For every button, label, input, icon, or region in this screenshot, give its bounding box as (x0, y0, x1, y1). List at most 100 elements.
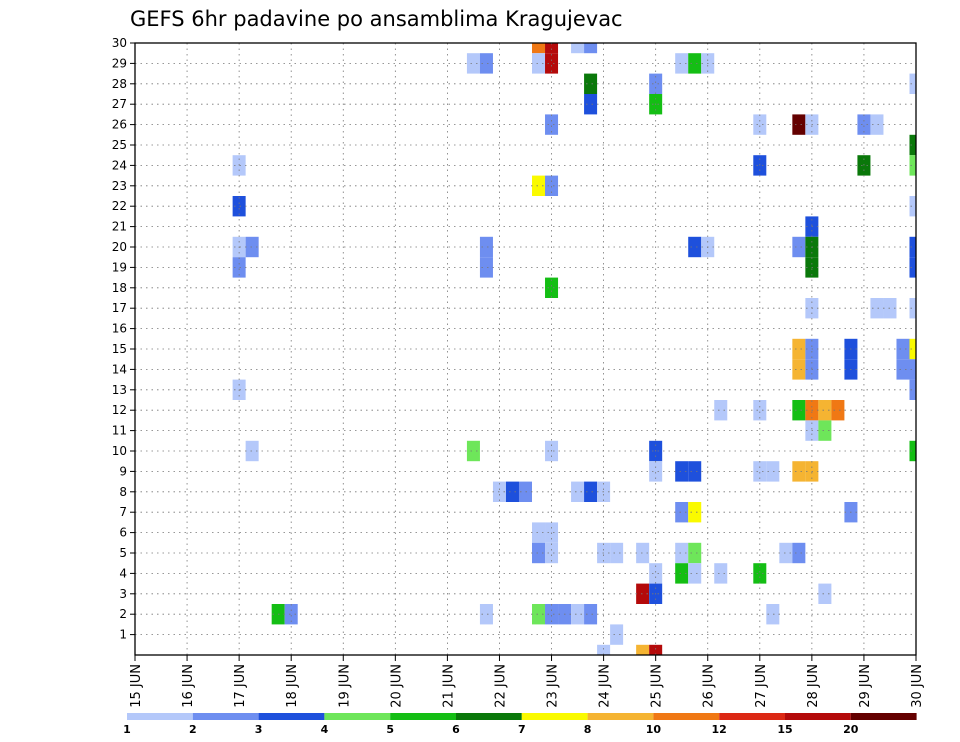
precip-cell (532, 175, 546, 196)
y-tick-label: 16 (112, 322, 127, 336)
x-tick-label: 19 JUN (337, 664, 352, 708)
precip-cell (675, 53, 689, 74)
precip-cell (636, 644, 650, 655)
x-tick-label: 23 JUN (546, 664, 561, 708)
y-tick-label: 11 (112, 424, 127, 438)
precip-cell (571, 43, 585, 54)
y-tick-label: 8 (119, 485, 127, 499)
y-tick-label: 19 (112, 260, 127, 274)
precip-cell (649, 563, 663, 584)
precip-cell (909, 155, 916, 176)
precip-cell (545, 43, 559, 54)
precip-cell (284, 604, 298, 625)
y-tick-label: 4 (119, 566, 127, 580)
legend-label: 12 (712, 723, 727, 736)
precip-cell (610, 624, 624, 645)
precip-cell (571, 481, 585, 502)
precip-cell (232, 257, 246, 278)
precip-cell (896, 359, 910, 380)
y-tick-label: 22 (112, 199, 127, 213)
precip-cell (909, 134, 916, 156)
legend-swatch (521, 713, 588, 720)
x-tick-label: 25 JUN (650, 664, 665, 708)
precip-cell (532, 522, 546, 543)
x-tick-label: 29 JUN (858, 664, 873, 708)
precip-cell (792, 114, 806, 135)
precip-cell (571, 604, 585, 625)
y-tick-label: 15 (112, 342, 127, 356)
precip-cell (584, 43, 598, 54)
precip-cell (753, 461, 767, 482)
y-tick-label: 18 (112, 281, 127, 295)
x-tick-label: 17 JUN (233, 664, 248, 708)
precip-cell (675, 461, 689, 482)
y-axis: 1234567891011121314151617181920212223242… (112, 36, 135, 642)
y-tick-label: 27 (112, 97, 127, 111)
precip-cell (909, 440, 916, 462)
x-tick-label: 20 JUN (389, 664, 404, 708)
x-tick-label: 27 JUN (754, 664, 769, 708)
precip-cell (649, 461, 663, 482)
precip-cell (753, 563, 767, 584)
precip-cell (870, 298, 884, 319)
precip-cell (792, 461, 806, 482)
x-tick-label: 21 JUN (441, 664, 456, 708)
y-tick-label: 20 (112, 240, 127, 254)
legend-label: 3 (255, 723, 263, 736)
precip-cell (479, 53, 493, 74)
precip-cell (818, 420, 832, 441)
y-tick-label: 23 (112, 179, 127, 193)
y-tick-label: 9 (119, 464, 127, 478)
y-tick-label: 29 (112, 56, 127, 70)
precip-cell (909, 257, 916, 278)
legend-label: 6 (452, 723, 460, 736)
precip-cell (649, 73, 663, 94)
x-tick-label: 30 JUN (910, 664, 925, 708)
precip-cell (909, 73, 916, 94)
x-axis: 15 JUN 16 JUN 17 JUN 18 JUN 19 JUN 20 JUN 21 J… (129, 655, 925, 708)
precip-cell (479, 236, 493, 258)
legend-swatch (653, 713, 720, 720)
precip-cell (792, 338, 806, 360)
y-tick-label: 3 (119, 587, 127, 601)
precip-cell (688, 542, 702, 564)
precip-cell (909, 298, 916, 319)
precip-cell (766, 604, 780, 625)
precip-cell (584, 73, 598, 94)
y-tick-label: 1 (119, 628, 127, 642)
x-tick-label: 15 JUN (129, 664, 144, 708)
precip-cell (753, 114, 767, 135)
precip-cell (584, 481, 598, 502)
precip-cell (545, 175, 559, 196)
precip-cell (714, 400, 728, 421)
precip-cell (818, 400, 832, 421)
legend-swatch (785, 713, 851, 720)
precip-cell (584, 94, 598, 115)
precip-cell (232, 196, 246, 217)
legend-label: 8 (584, 723, 592, 736)
y-tick-label: 26 (112, 118, 127, 132)
precip-cell (909, 236, 916, 258)
legend-label: 5 (386, 723, 394, 736)
x-tick-label: 24 JUN (598, 664, 613, 708)
precip-cell (532, 43, 546, 54)
precip-cell (753, 400, 767, 421)
precip-cell (688, 461, 702, 482)
legend-label: 7 (518, 723, 526, 736)
y-tick-label: 30 (112, 36, 127, 50)
precip-cell (479, 257, 493, 278)
grid-lines (135, 43, 916, 655)
heatmap-cells (232, 43, 916, 655)
y-tick-label: 14 (112, 362, 127, 376)
precip-cell (466, 440, 480, 462)
precip-cell (245, 440, 259, 462)
y-tick-label: 24 (112, 158, 127, 172)
legend-label: 2 (189, 723, 197, 736)
legend-swatch (390, 713, 456, 720)
legend-swatch (258, 713, 325, 720)
precip-cell (688, 502, 702, 523)
y-tick-label: 5 (119, 546, 127, 560)
precip-cell (675, 502, 689, 523)
y-tick-label: 17 (112, 301, 127, 315)
y-tick-label: 13 (112, 383, 127, 397)
